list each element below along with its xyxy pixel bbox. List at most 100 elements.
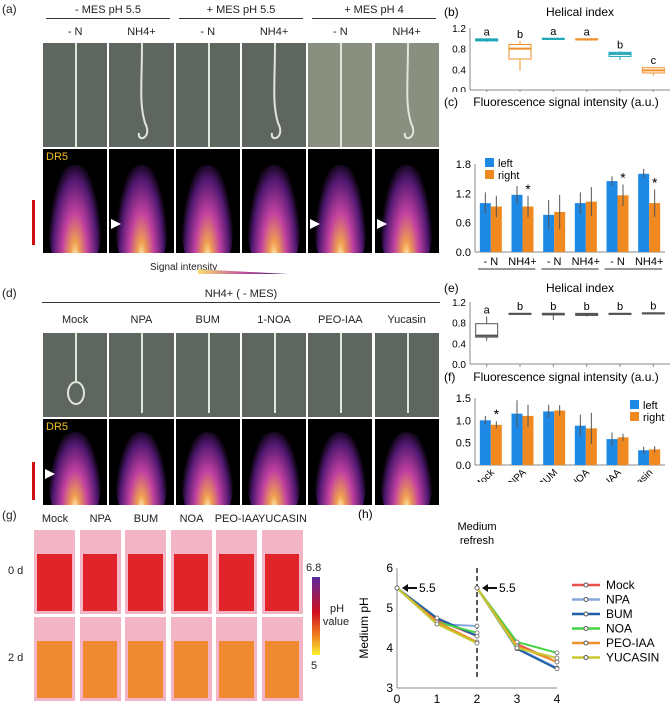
legend-marker [583,640,589,646]
medium-liquid [219,640,254,698]
bar-right [522,206,534,252]
box-plot: b [575,301,599,367]
x-tick-label: NH4+ [572,256,600,268]
scale-max: 6.8 [306,562,322,574]
medium-liquid [37,553,72,611]
significance-letter: b [650,300,656,312]
medium-liquid [128,640,163,698]
condition-header: - MES pH 5.5 [46,4,170,19]
significance-star: * [652,174,658,190]
legend-marker [583,626,589,631]
root-photo [373,332,440,418]
dr5-image [240,148,308,254]
medium-liquid [82,553,118,611]
bar-right [522,415,534,465]
box [475,323,499,338]
column-label: NPA [130,314,153,326]
arrowhead-icon [376,219,387,229]
significance-letter: b [617,301,623,313]
box [508,44,532,60]
medium-tube [125,617,166,701]
root [273,333,276,413]
y-axis-label: Medium pH [357,597,371,658]
x-tick-label: 2 [474,692,481,705]
x-tick-label: PEO-IAA [587,467,624,482]
bar-right [585,201,597,252]
bar-left [638,173,650,252]
column-label: 1-NOA [257,314,291,326]
scale-label: pH [329,603,345,615]
arrowhead-icon [45,469,55,479]
legend-label: NPA [606,593,630,607]
column-label: BUM [195,314,220,326]
bar-right [554,410,566,465]
x-tick-label: NH4+ [508,256,536,268]
chart-h-medium-ph: (h)345601234Days after treatmentsMedium … [357,507,659,705]
column-label: BUM [133,513,159,525]
data-point [394,585,400,591]
y-tick-label: 0.8 [452,319,466,330]
data-point [434,621,440,627]
y-tick-label: 0.0 [456,460,471,472]
bar-right [585,428,597,465]
scale-bar [32,462,35,500]
root-photo [42,42,109,148]
medium-tube [34,617,75,701]
column-label: Mock [62,314,89,326]
x-tick-label: - N [483,256,498,268]
x-tick-label: Mock [472,467,497,482]
y-tick-label: 0.6 [456,218,471,230]
condition-header: + MES pH 4 [312,4,436,19]
significance-letter: a [484,304,491,316]
y-tick-label: 1.8 [456,159,471,171]
dr5-image [108,148,175,254]
dr5-signal [248,164,300,253]
y-tick-label: 4 [386,641,393,655]
series-YUCASIN [394,585,560,661]
bar-right [617,437,629,465]
data-point [554,666,560,672]
column-label: NH4+ [259,26,289,38]
medium-liquid [219,553,254,611]
medium-tube [261,617,303,701]
legend-swatch [485,170,494,179]
medium-liquid [173,640,209,698]
dr5-signal [115,164,168,253]
treatment-header: NH4+ ( - MES) [42,288,440,303]
data-point [474,623,480,629]
row-label: 2 d [8,652,24,664]
dr5-signal [49,164,101,253]
y-tick-label: 1.2 [452,298,466,309]
medium-tube [79,617,121,701]
dr5-image [174,148,241,254]
dr5-signal [380,164,433,253]
bar-left [511,194,523,252]
legend-label: right [643,412,664,424]
data-point [554,659,560,665]
signal-intensity-scale [198,269,288,274]
bar-left [638,450,650,465]
y-tick-label: 0.0 [452,86,466,92]
arrow-left-icon [482,584,497,592]
legend-label: right [498,170,519,182]
refresh-annotation-2: refresh [460,535,494,547]
dr5-label: DR5 [46,151,69,163]
root [138,43,149,140]
root-photo [240,332,308,418]
column-label: - N [67,26,83,38]
column-label: NPA [89,513,112,525]
panel-label: (d) [2,286,17,300]
dr5-signal [248,431,300,505]
dr5-signal [49,431,101,505]
legend-label: BUM [606,607,633,621]
scale-min: 5 [311,660,318,672]
dr5-label: DR5 [46,421,69,433]
dr5-image [307,148,374,254]
box-plot: b [508,301,532,367]
refresh-annotation: Medium [457,521,496,533]
scale-bar [32,200,35,245]
box-plot: c [641,55,665,92]
medium-tube [170,617,212,701]
start-ph-annotation: 5.5 [499,581,516,595]
